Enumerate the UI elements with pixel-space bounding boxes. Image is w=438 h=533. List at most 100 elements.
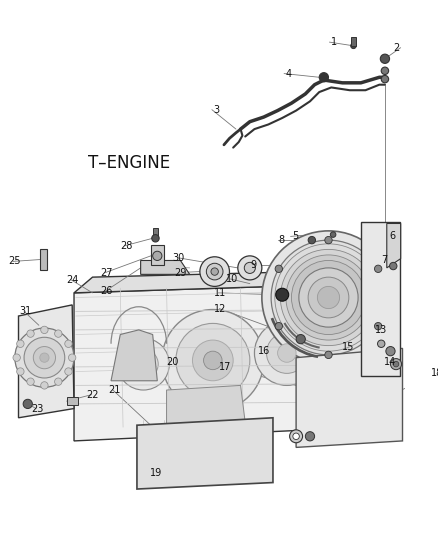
- Circle shape: [13, 354, 20, 361]
- Circle shape: [378, 340, 385, 348]
- Text: 19: 19: [150, 469, 162, 478]
- Circle shape: [286, 255, 371, 340]
- Text: 17: 17: [219, 362, 231, 372]
- Circle shape: [68, 354, 76, 361]
- Polygon shape: [141, 261, 190, 274]
- Circle shape: [153, 251, 162, 261]
- Circle shape: [41, 326, 48, 334]
- Text: 18: 18: [431, 368, 438, 378]
- Circle shape: [374, 265, 382, 272]
- Circle shape: [308, 237, 315, 244]
- Circle shape: [271, 240, 386, 355]
- Text: 13: 13: [375, 325, 387, 335]
- Circle shape: [293, 433, 299, 440]
- Text: 3: 3: [213, 104, 219, 115]
- Bar: [151, 245, 164, 265]
- Circle shape: [275, 244, 382, 351]
- Polygon shape: [111, 330, 157, 381]
- Bar: [153, 228, 158, 238]
- Circle shape: [176, 324, 250, 398]
- Circle shape: [206, 263, 223, 280]
- Text: 2: 2: [393, 43, 399, 53]
- Text: 20: 20: [166, 357, 179, 367]
- Text: 26: 26: [100, 286, 113, 296]
- Text: 15: 15: [342, 342, 354, 352]
- Circle shape: [275, 322, 283, 330]
- Circle shape: [381, 67, 389, 75]
- Circle shape: [244, 262, 255, 273]
- Circle shape: [33, 346, 56, 369]
- Circle shape: [351, 43, 356, 49]
- Text: 6: 6: [389, 230, 396, 240]
- Circle shape: [27, 378, 34, 385]
- Circle shape: [65, 368, 72, 375]
- Text: 14: 14: [384, 357, 396, 367]
- Polygon shape: [74, 284, 370, 441]
- Circle shape: [41, 382, 48, 389]
- Circle shape: [262, 231, 395, 364]
- Polygon shape: [137, 418, 273, 489]
- Text: 7: 7: [381, 255, 388, 265]
- Text: 10: 10: [226, 274, 238, 284]
- Circle shape: [280, 249, 377, 345]
- Text: 9: 9: [250, 260, 256, 270]
- Text: 1: 1: [331, 37, 337, 47]
- Circle shape: [40, 353, 49, 362]
- Text: 8: 8: [279, 235, 285, 245]
- Text: 11: 11: [214, 288, 226, 298]
- Text: 12: 12: [214, 304, 227, 313]
- Circle shape: [238, 256, 262, 280]
- Circle shape: [380, 54, 389, 63]
- Circle shape: [276, 288, 289, 301]
- Text: 5: 5: [292, 231, 298, 241]
- Circle shape: [152, 235, 159, 242]
- Circle shape: [290, 430, 303, 443]
- Text: 28: 28: [120, 241, 132, 251]
- Bar: [67, 398, 78, 405]
- Text: 22: 22: [87, 390, 99, 400]
- Circle shape: [296, 335, 305, 344]
- Circle shape: [278, 344, 296, 362]
- Circle shape: [55, 330, 62, 337]
- Text: T–ENGINE: T–ENGINE: [88, 155, 170, 172]
- Circle shape: [15, 328, 74, 387]
- Polygon shape: [74, 270, 375, 293]
- Circle shape: [211, 268, 219, 275]
- Text: 29: 29: [174, 268, 187, 278]
- Circle shape: [204, 351, 222, 370]
- Polygon shape: [166, 385, 245, 427]
- Polygon shape: [361, 222, 400, 376]
- Text: 23: 23: [31, 403, 43, 414]
- Circle shape: [325, 351, 332, 359]
- Text: 4: 4: [285, 69, 291, 78]
- Circle shape: [391, 359, 402, 370]
- Circle shape: [374, 322, 382, 330]
- Polygon shape: [296, 349, 403, 447]
- Circle shape: [65, 340, 72, 348]
- Circle shape: [17, 340, 24, 348]
- Circle shape: [24, 337, 65, 378]
- Circle shape: [299, 268, 358, 327]
- Circle shape: [117, 338, 170, 390]
- Text: 16: 16: [258, 346, 270, 356]
- Circle shape: [17, 368, 24, 375]
- Circle shape: [55, 378, 62, 385]
- Circle shape: [275, 265, 283, 272]
- Circle shape: [308, 277, 349, 318]
- Text: 24: 24: [66, 275, 79, 285]
- Polygon shape: [387, 223, 401, 268]
- Text: 27: 27: [100, 268, 113, 278]
- Circle shape: [381, 76, 389, 83]
- Circle shape: [318, 286, 339, 309]
- Circle shape: [291, 261, 365, 335]
- Bar: [351, 37, 356, 46]
- Circle shape: [129, 349, 158, 379]
- Bar: [40, 249, 47, 270]
- Circle shape: [266, 333, 307, 374]
- Text: 31: 31: [19, 306, 32, 317]
- Circle shape: [200, 257, 230, 286]
- Polygon shape: [361, 270, 389, 427]
- Text: 21: 21: [108, 385, 120, 395]
- Polygon shape: [18, 305, 74, 418]
- Circle shape: [330, 232, 336, 237]
